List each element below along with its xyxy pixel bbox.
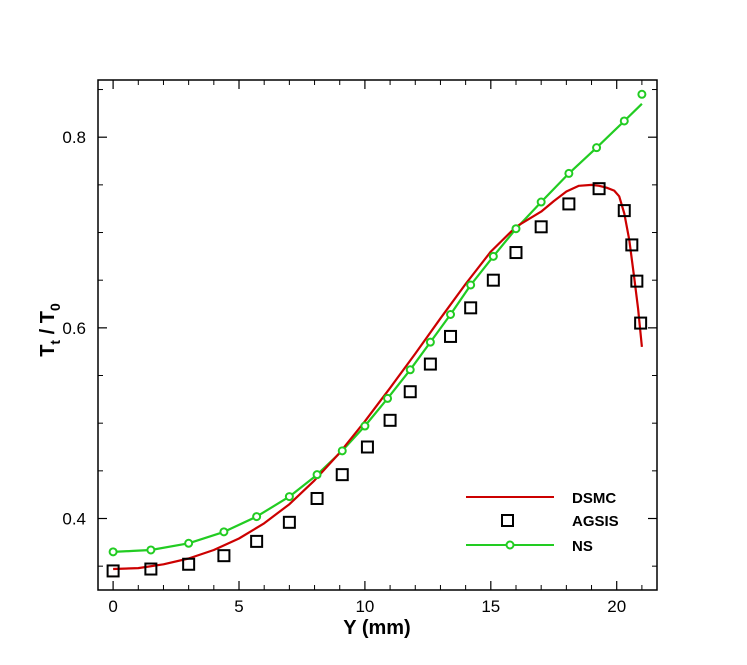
y-axis-title-sub1: t (47, 340, 63, 345)
tick-labels: 0 5 10 15 20 0.4 0.6 0.8 (62, 128, 626, 616)
agsis-point (106, 564, 120, 578)
ns-point (488, 251, 498, 261)
agsis-point (423, 357, 437, 371)
ns-point (619, 116, 629, 126)
agsis-point (444, 329, 458, 343)
ns-point (219, 527, 229, 537)
x-tick-label: 5 (234, 597, 243, 616)
dsmc-line (113, 183, 643, 571)
y-axis-title-base: T (37, 345, 59, 357)
y-tick-label: 0.4 (62, 510, 86, 529)
ns-point (511, 224, 521, 234)
x-tick-label: 15 (481, 597, 500, 616)
agsis-point (182, 557, 196, 571)
agsis-point (630, 274, 644, 288)
agsis-point (310, 491, 324, 505)
agsis-point (250, 534, 264, 548)
ns-point (184, 538, 194, 548)
ns-point (146, 545, 156, 555)
y-tick-label: 0.8 (62, 128, 86, 147)
x-tick-label: 0 (108, 597, 117, 616)
agsis-point (592, 182, 606, 196)
agsis-point (282, 515, 296, 529)
agsis-point (634, 316, 648, 330)
axis-ticks (98, 80, 657, 590)
agsis-point (562, 197, 576, 211)
ns-point (284, 492, 294, 502)
agsis-point (383, 413, 397, 427)
agsis-point (360, 440, 374, 454)
y-tick-label: 0.6 (62, 319, 86, 338)
agsis-point (335, 468, 349, 482)
ns-point (108, 547, 118, 557)
svg-text:Tt / T0: Tt / T0 (37, 303, 63, 357)
y-axis-title-base2: T (37, 311, 59, 323)
x-tick-label: 20 (607, 597, 626, 616)
ns-point (383, 393, 393, 403)
ns-point (637, 89, 647, 99)
agsis-point (486, 273, 500, 287)
agsis-point (217, 549, 231, 563)
agsis-point (403, 385, 417, 399)
agsis-point (144, 562, 158, 576)
ns-point (446, 310, 456, 320)
y-axis-title-sep: / (37, 323, 59, 340)
ns-point (337, 446, 347, 456)
series-layer (106, 89, 648, 578)
ns-point (536, 197, 546, 207)
legend-ns-label: NS (572, 538, 593, 555)
ns-point (312, 470, 322, 480)
agsis-point (625, 238, 639, 252)
agsis-point (464, 301, 478, 315)
ns-point (564, 168, 574, 178)
ns-point (405, 365, 415, 375)
ns-point (425, 337, 435, 347)
agsis-point (617, 204, 631, 218)
ns-point (592, 143, 602, 153)
ns-point (466, 280, 476, 290)
y-axis-title-sub2: 0 (47, 303, 63, 311)
legend-agsis-marker (501, 514, 514, 527)
x-tick-label: 10 (355, 597, 374, 616)
ns-line (113, 103, 643, 553)
legend-agsis-label: AGSIS (572, 513, 619, 530)
ns-point (360, 421, 370, 431)
plot-frame (97, 79, 658, 591)
ns-point (252, 512, 262, 522)
agsis-point (534, 220, 548, 234)
x-axis-title: Y (mm) (343, 617, 410, 639)
agsis-point (509, 246, 523, 260)
y-axis-title: Tt / T0 (37, 303, 63, 357)
legend: DSMC AGSIS NS (466, 490, 619, 555)
legend-dsmc-label: DSMC (572, 490, 616, 507)
legend-ns-marker (505, 540, 515, 550)
